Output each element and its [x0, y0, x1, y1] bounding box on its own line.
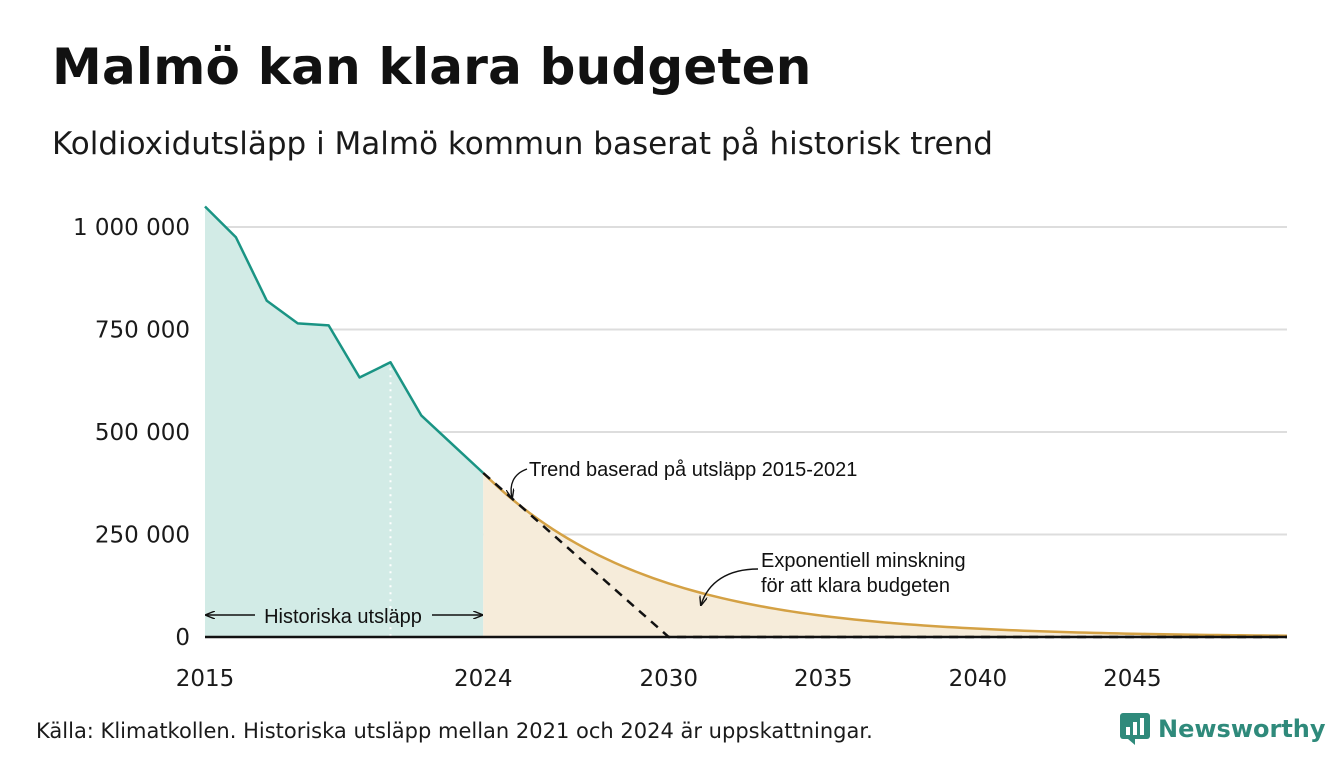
brand-name: Newsworthy: [1158, 715, 1326, 743]
source-note: Källa: Klimatkollen. Historiska utsläpp …: [36, 719, 873, 743]
trend-label-arrow: [511, 468, 528, 498]
x-tick-label: 2035: [794, 666, 853, 692]
exponential-area: [483, 473, 1287, 637]
x-tick-label: 2030: [639, 666, 698, 692]
y-tick-label: 1 000 000: [73, 215, 190, 241]
chart-title: Malmö kan klara budgeten: [52, 38, 812, 96]
x-tick-label: 2015: [176, 666, 235, 692]
area-layer: [205, 206, 1287, 637]
historical-area: [205, 206, 484, 637]
exp-label-line2: för att klara budgeten: [761, 575, 950, 597]
x-tick-label: 2024: [454, 666, 513, 692]
axis-layer: 0 250 000 500 000 750 000 1 000 000 2015 2024 2…: [73, 215, 1287, 692]
exponential-line: [482, 472, 1288, 637]
brand-logo[interactable]: Newsworthy: [1120, 713, 1326, 745]
y-tick-label: 250 000: [95, 523, 190, 549]
exp-label-arrow: [701, 568, 759, 605]
y-tick-label: 500 000: [95, 420, 190, 446]
chart-subtitle: Koldioxidutsläpp i Malmö kommun baserat …: [52, 126, 993, 162]
emissions-chart: 0 250 000 500 000 750 000 1 000 000 2015 2024 2…: [73, 205, 1288, 692]
annotation-layer: Historiska utsläpp Trend baserad på utsl…: [206, 459, 966, 628]
y-tick-label: 750 000: [95, 318, 190, 344]
historical-label: Historiska utsläpp: [264, 606, 422, 628]
trend-label: Trend baserad på utsläpp 2015-2021: [529, 459, 857, 481]
newsworthy-logo-icon: [1120, 713, 1150, 745]
y-tick-label: 0: [175, 625, 190, 651]
exp-label-line1: Exponentiell minskning: [761, 550, 966, 572]
x-tick-label: 2045: [1103, 666, 1162, 692]
historical-line: [204, 205, 485, 474]
x-tick-label: 2040: [949, 666, 1008, 692]
